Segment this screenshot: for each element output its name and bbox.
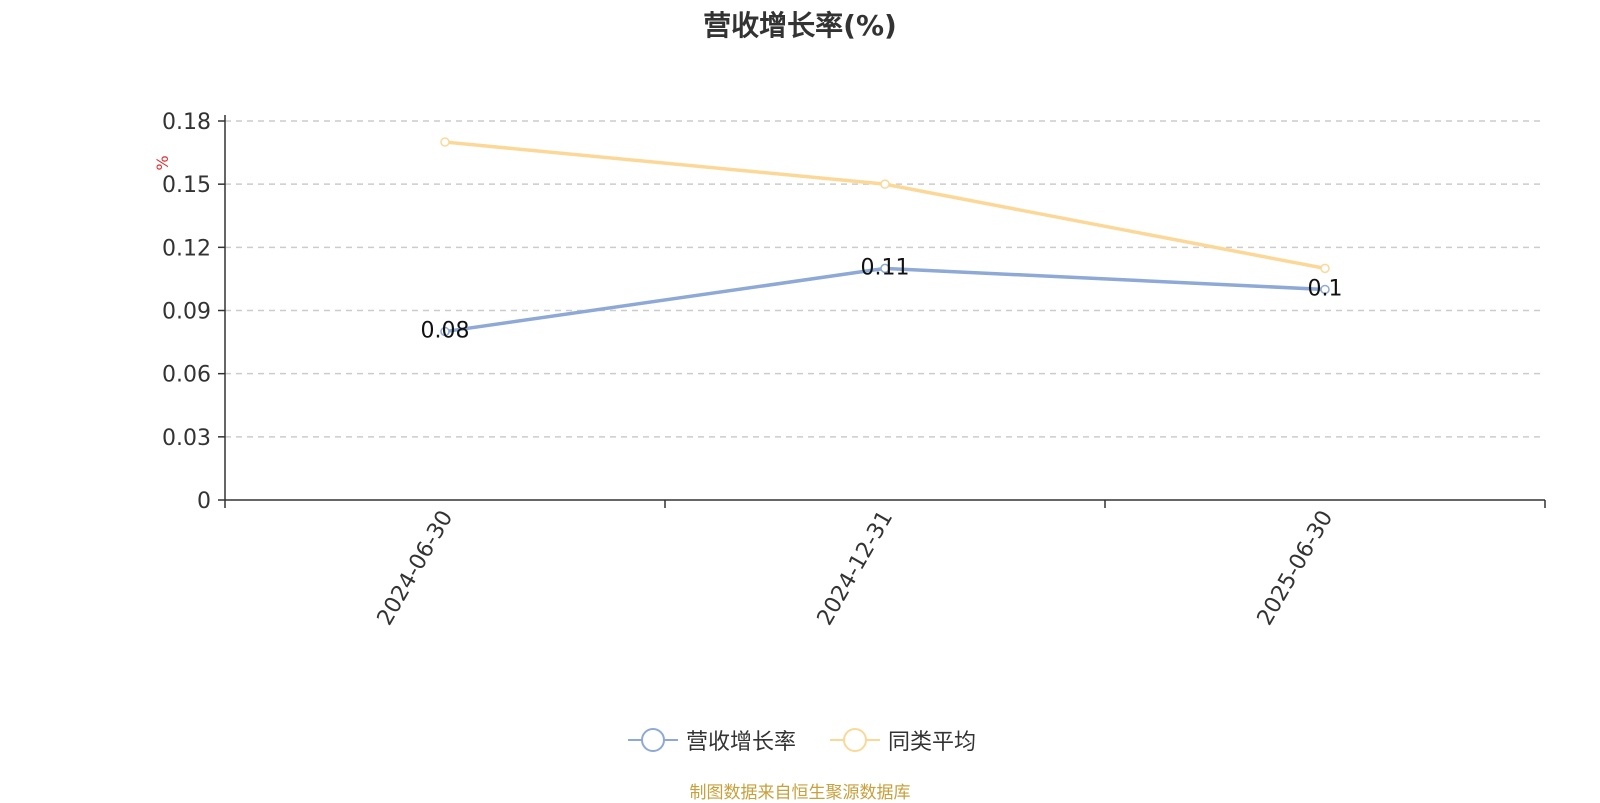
legend-label: 营收增长率 bbox=[686, 730, 797, 755]
legend-item-series-2[interactable]: 同类平均 bbox=[830, 720, 976, 760]
data-point bbox=[440, 326, 450, 337]
data-point bbox=[440, 137, 450, 147]
data-labels: 0.08 0.11 0.1 bbox=[421, 255, 1343, 343]
x-tick-label: 2024-12-31 bbox=[813, 507, 899, 630]
y-axis-unit-label: % bbox=[153, 155, 172, 170]
source-note: 制图数据来自恒生聚源数据库 bbox=[689, 783, 911, 803]
y-tick-label: 0.12 bbox=[162, 236, 211, 261]
series-line-2 bbox=[444, 140, 1326, 271]
series bbox=[440, 137, 1330, 337]
data-point bbox=[880, 179, 890, 189]
line-chart: 0 0.03 0.06 0.09 0.12 0.15 0.18% 2024-06-30 2024… bbox=[153, 110, 1546, 630]
data-label: 0.1 bbox=[1308, 276, 1343, 301]
y-tick-label: 0.15 bbox=[162, 173, 211, 198]
data-label: 0.11 bbox=[861, 255, 910, 280]
y-tick-label: 0.03 bbox=[162, 426, 211, 451]
data-label: 0.08 bbox=[421, 319, 470, 344]
legend-item-series-1[interactable]: 营收增长率 bbox=[628, 720, 796, 760]
y-tick-label: 0 bbox=[197, 489, 211, 514]
grid-lines bbox=[225, 120, 1545, 438]
data-point bbox=[880, 263, 890, 274]
data-point bbox=[1320, 263, 1330, 274]
y-tick-label: 0.06 bbox=[162, 363, 211, 388]
legend-line-circle-icon bbox=[628, 728, 678, 752]
x-tick-label: 2025-06-30 bbox=[1253, 507, 1339, 630]
data-point bbox=[1320, 284, 1330, 295]
y-tick-label: 0.18 bbox=[162, 110, 211, 135]
axes: 0 0.03 0.06 0.09 0.12 0.15 0.18% 2024-06-30 2024… bbox=[153, 110, 1546, 630]
x-tick-label: 2024-06-30 bbox=[373, 507, 459, 630]
legend-line-circle-icon bbox=[830, 728, 880, 752]
legend: 营收增长率 同类平均 bbox=[0, 720, 1600, 760]
chart-title: 营收增长率(%) bbox=[703, 9, 897, 42]
y-tick-label: 0.09 bbox=[162, 300, 211, 325]
legend-label: 同类平均 bbox=[888, 730, 977, 755]
